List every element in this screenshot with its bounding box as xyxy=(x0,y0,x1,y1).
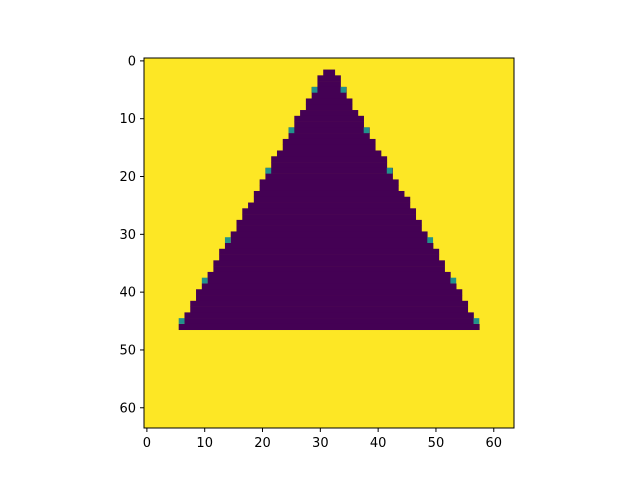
heatmap-edge-cell xyxy=(288,127,295,134)
heatmap-row-run xyxy=(213,260,445,267)
heatmap-row-run xyxy=(219,254,440,261)
y-tick-label: 20 xyxy=(119,170,136,185)
heatmap-row-run xyxy=(178,323,480,331)
heatmap-row-run xyxy=(219,248,440,255)
heatmap-row-run xyxy=(294,121,364,128)
heatmap-row-run xyxy=(276,150,382,157)
x-tick-label: 10 xyxy=(196,436,213,451)
heatmap-row-run xyxy=(207,277,451,284)
heatmap-edge-cell xyxy=(311,86,318,93)
heatmap-row-run xyxy=(317,75,341,82)
y-tick-label: 0 xyxy=(128,54,136,69)
heatmap-row-run xyxy=(305,98,353,105)
y-tick-label: 10 xyxy=(119,112,136,127)
heatmap-row-run xyxy=(253,190,405,198)
heatmap-row-run xyxy=(288,133,370,140)
x-tick-label: 60 xyxy=(485,436,502,451)
heatmap-edge-cell xyxy=(473,318,480,324)
y-axis-ticks: 0 10 20 30 40 50 60 xyxy=(119,54,144,416)
heatmap-row-run xyxy=(317,81,341,88)
heatmap-edge-cell xyxy=(265,167,272,174)
heatmap-row-run xyxy=(201,283,457,290)
heatmap-row-run xyxy=(196,289,463,296)
heatmap-row-run xyxy=(190,306,469,313)
heatmap-row-run xyxy=(242,214,417,221)
heatmap-row-run xyxy=(311,92,347,99)
heatmap-row-run xyxy=(213,266,445,273)
axes-border xyxy=(143,57,515,429)
x-tick-label: 30 xyxy=(312,436,329,451)
heatmap-row-run xyxy=(265,173,393,180)
heatmap-row-run xyxy=(259,179,399,186)
y-tick-label: 40 xyxy=(119,286,136,301)
x-tick-label: 50 xyxy=(428,436,445,451)
y-tick-label: 60 xyxy=(119,401,136,416)
heatmap-edge-cell xyxy=(340,86,347,93)
heatmap-row-run xyxy=(323,69,336,76)
heatmap-row-run xyxy=(207,271,451,278)
heatmap-row-run xyxy=(242,208,417,215)
heatmap-row-run xyxy=(265,167,393,174)
heatmap-edge-cell xyxy=(386,167,393,174)
axes-frame xyxy=(143,57,515,429)
heatmap-edge-cell xyxy=(450,277,457,284)
heatmap-row-run xyxy=(248,202,411,209)
x-axis-ticks: 0 10 20 30 40 50 60 xyxy=(143,428,502,451)
heatmap-row-run xyxy=(271,156,388,163)
heatmap-row-run xyxy=(311,86,347,93)
y-tick-label: 50 xyxy=(119,343,136,358)
heatmap-row-run xyxy=(230,237,428,244)
heatmap-row-run xyxy=(196,295,463,302)
heatmap-row-run xyxy=(282,144,376,151)
heatmap-row-run xyxy=(288,127,370,134)
heatmap-row-run xyxy=(259,185,399,192)
heatmap-row-run xyxy=(294,115,364,122)
heatmap-row-run xyxy=(236,225,422,232)
heatmap-cells xyxy=(144,58,514,428)
heatmap-row-run xyxy=(253,196,411,203)
heatmap-edge-cell xyxy=(201,277,208,284)
heatmap-row-run xyxy=(300,110,359,117)
x-tick-label: 0 xyxy=(143,436,151,451)
heatmap-row-run xyxy=(230,231,428,238)
heatmap-row-run xyxy=(305,104,353,111)
y-tick-label: 30 xyxy=(119,228,136,243)
heatmap-row-run xyxy=(282,138,376,146)
heatmap-edge-cell xyxy=(363,127,370,134)
heatmap-row-run xyxy=(184,312,474,319)
heatmap-row-run xyxy=(184,318,474,325)
x-tick-label: 40 xyxy=(370,436,387,451)
heatmap-edge-cell xyxy=(224,237,231,243)
heatmap-row-run xyxy=(224,243,434,250)
heatmap-row-run xyxy=(190,300,469,307)
heatmap-edge-cell xyxy=(178,318,185,324)
heatmap-row-run xyxy=(236,219,422,226)
x-tick-label: 20 xyxy=(254,436,271,451)
heatmap-row-run xyxy=(271,162,388,169)
heatmap-edge-cell xyxy=(427,237,434,243)
